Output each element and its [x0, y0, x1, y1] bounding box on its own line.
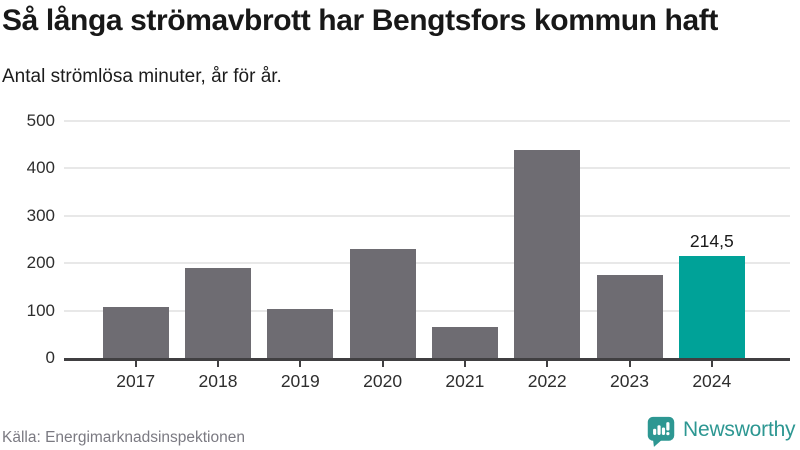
x-axis-tick: [710, 361, 713, 367]
x-axis-label: 2017: [116, 371, 156, 391]
bar-2020: [349, 248, 416, 358]
bar-2023: [596, 274, 663, 358]
x-axis-tick: [134, 361, 137, 367]
chart-subtitle: Antal strömlösa minuter, år för år.: [2, 66, 282, 87]
plot-area: [64, 121, 790, 358]
chart-title: Så långa strömavbrott har Bengtsfors kom…: [2, 4, 718, 37]
x-axis-tick: [217, 361, 219, 367]
bar-2019: [267, 308, 334, 358]
bar-2018: [185, 267, 251, 358]
bar-value-label: 214,5: [689, 231, 734, 252]
x-axis-label: 2018: [198, 371, 238, 391]
x-axis-label: 2020: [363, 371, 403, 391]
newsworthy-logo: Newsworthy: [646, 415, 796, 447]
gridline-500: [64, 120, 790, 122]
source-text: Källa: Energimarknadsinspektionen: [2, 429, 245, 446]
x-axis-tick: [628, 361, 631, 367]
x-axis-tick: [299, 361, 302, 367]
bar-2024: [678, 256, 745, 358]
gridline-400: [64, 167, 790, 170]
x-axis-label: 2021: [445, 371, 485, 391]
newsworthy-wordmark: Newsworthy: [683, 418, 796, 441]
y-axis-label: 400: [26, 158, 55, 178]
y-axis-label: 300: [26, 205, 55, 225]
bar-2017: [102, 307, 169, 358]
x-axis-tick: [463, 361, 466, 367]
gridline-100: [64, 309, 790, 312]
y-axis-label: 200: [26, 253, 55, 273]
newsworthy-icon: [647, 416, 675, 447]
x-axis-line: [64, 358, 790, 361]
y-axis-label: 500: [26, 111, 55, 130]
x-axis-label: 2019: [280, 371, 320, 391]
y-axis-label: 100: [26, 300, 55, 320]
gridline-300: [64, 214, 790, 217]
x-axis-label: 2024: [692, 371, 732, 391]
x-axis-label: 2022: [527, 371, 567, 391]
bar-2022: [514, 150, 581, 358]
x-axis-label: 2023: [610, 371, 649, 391]
bar-2021: [431, 326, 498, 358]
y-axis-label: 0: [45, 348, 55, 367]
x-axis-tick: [546, 361, 549, 367]
gridline-200: [64, 262, 790, 265]
x-axis-tick: [381, 361, 384, 367]
